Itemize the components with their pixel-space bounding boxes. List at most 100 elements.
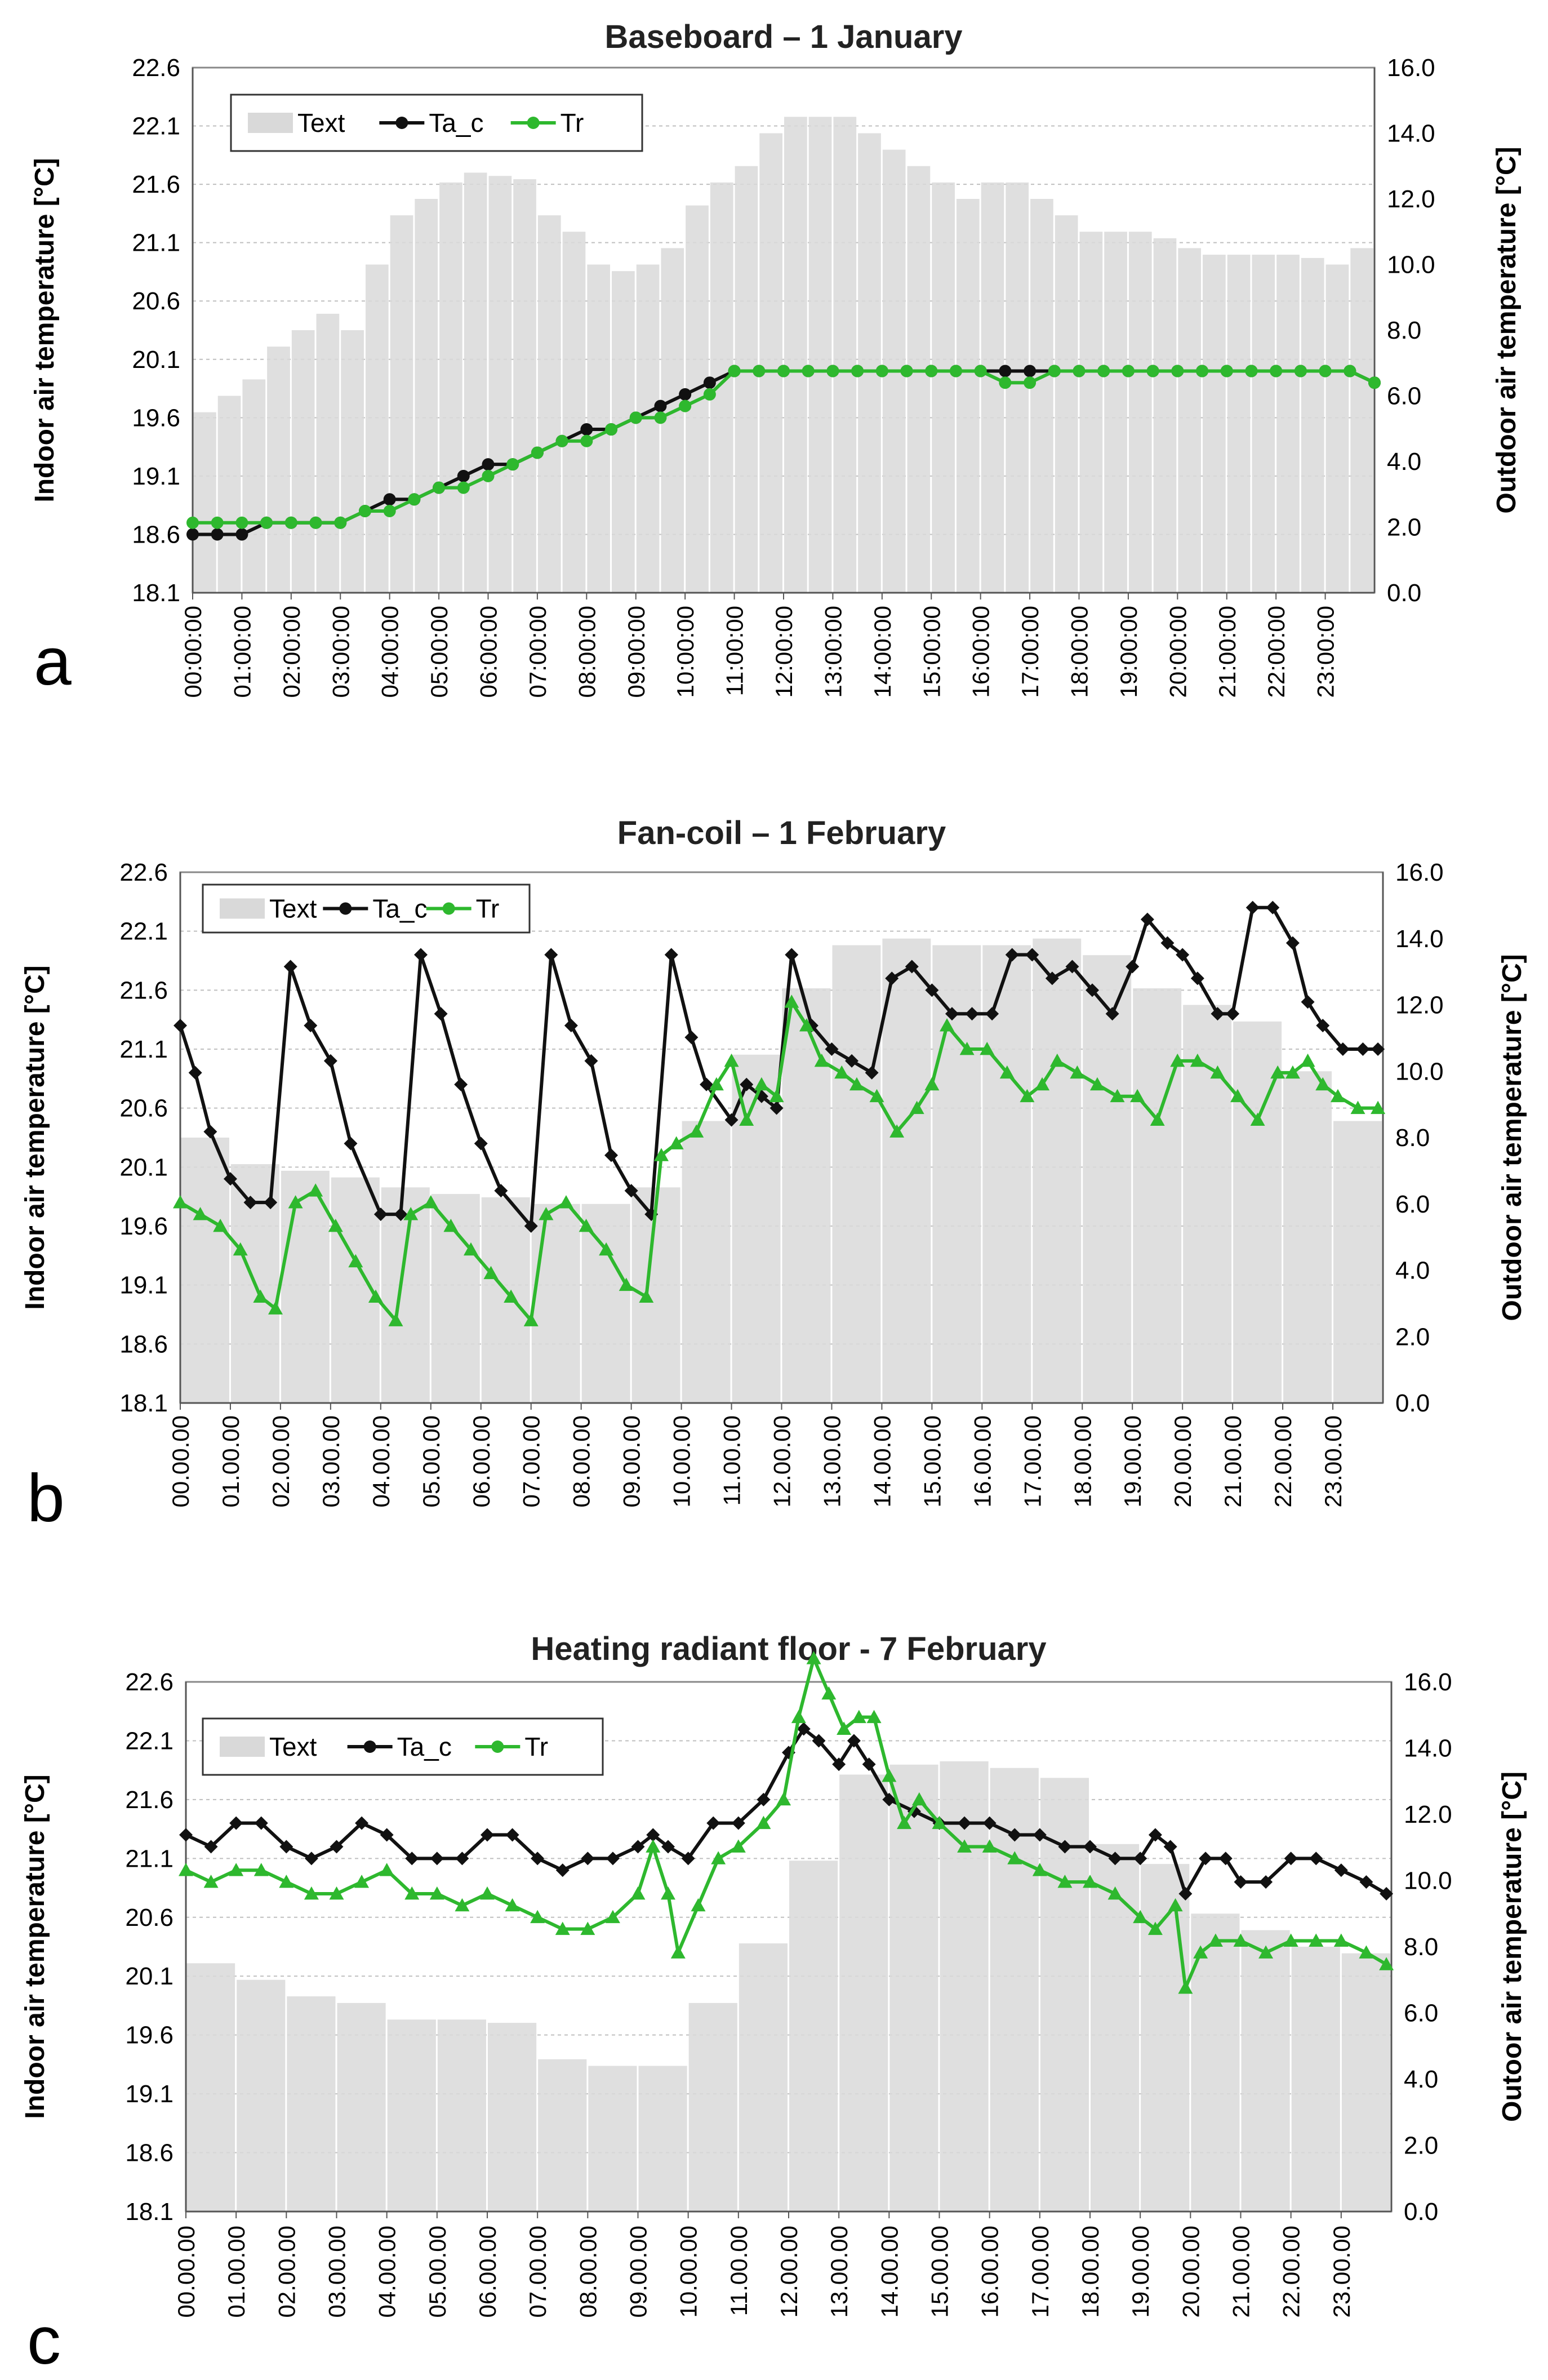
tr-point: [1122, 365, 1135, 378]
legend-label-text: Text: [269, 1732, 317, 1761]
tr-point: [1344, 365, 1356, 378]
ta-c-point: [832, 1757, 846, 1771]
tr-point: [334, 516, 347, 529]
ta-c-point: [564, 1019, 578, 1033]
tr-point: [260, 516, 273, 529]
ta-c-point: [304, 1851, 318, 1866]
legend-label-text: Text: [297, 108, 345, 137]
legend-box: [230, 94, 643, 152]
ta-c-point: [186, 528, 199, 541]
x-tick-label: 18:00:00: [1066, 606, 1093, 698]
text-bar: [1030, 199, 1053, 593]
ta-c-point: [925, 983, 939, 997]
ta-c-point: [740, 1077, 754, 1091]
y-tick-label: 21.1: [125, 1845, 174, 1872]
text-bar: [1252, 255, 1275, 593]
ta-c-point: [1380, 1887, 1394, 1901]
ta-c-point: [706, 1816, 720, 1830]
tr-point: [433, 481, 446, 494]
ta-c-point: [958, 1816, 972, 1830]
text-bar: [1341, 1953, 1390, 2212]
ta-c-point: [1133, 1851, 1147, 1866]
y2-tick-label: 2.0: [1387, 514, 1421, 541]
y2-tick-label: 10.0: [1404, 1867, 1452, 1895]
text-bar: [217, 396, 241, 593]
y-axis-label: Indoor air temperature [°C]: [20, 1774, 50, 2119]
ta-c-point: [383, 493, 396, 506]
tr-point: [423, 1195, 438, 1209]
tr-point: [328, 1219, 343, 1232]
text-bar: [1128, 232, 1152, 593]
text-bar: [631, 1187, 680, 1403]
x-tick-label: 17.00.00: [1027, 2226, 1053, 2318]
text-bar: [682, 1121, 731, 1403]
tr-point: [348, 1254, 363, 1268]
ta-c-point: [1025, 948, 1039, 962]
tr-point: [308, 1183, 323, 1197]
y2-axis-label: Outdoor air temperature [°C]: [1497, 954, 1527, 1321]
tr-point: [925, 365, 938, 378]
text-bar: [1079, 232, 1103, 593]
y2-tick-label: 14.0: [1387, 120, 1435, 148]
legend-label-tr: Tr: [524, 1732, 548, 1761]
tr-point: [1133, 1910, 1148, 1924]
ta-c-point: [494, 1184, 508, 1198]
tr-point: [1057, 1875, 1073, 1888]
text-bar: [181, 1138, 229, 1403]
text-bar: [437, 2019, 486, 2212]
ta-c-point: [1190, 971, 1204, 985]
x-tick-label: 14:00:00: [869, 606, 896, 698]
tr-point: [463, 1242, 478, 1256]
ta-c-point: [1336, 1042, 1350, 1056]
text-bar: [732, 1054, 781, 1403]
text-bar: [581, 1204, 630, 1403]
x-tick-label: 22.00.00: [1270, 1415, 1296, 1508]
ta-c-point: [664, 948, 678, 962]
tr-point: [555, 434, 568, 447]
text-bar: [488, 176, 512, 593]
ta-c-point: [1163, 1840, 1177, 1854]
legend-label-tr: Tr: [476, 894, 500, 923]
tr-point: [443, 1219, 459, 1232]
text-bar: [1291, 1947, 1340, 2212]
legend-marker-ta-c: [395, 117, 408, 129]
tr-point: [703, 388, 716, 401]
tr-point: [679, 399, 692, 412]
text-bar: [636, 264, 660, 593]
ta-c-point: [1301, 995, 1315, 1009]
tr-point: [980, 1042, 995, 1055]
tr-point: [940, 1018, 955, 1032]
tr-point: [1146, 365, 1159, 378]
tr-point: [539, 1207, 554, 1220]
text-bar: [1141, 1864, 1190, 2212]
x-tick-label: 12:00:00: [771, 606, 797, 698]
tr-point: [851, 1709, 866, 1724]
y-tick-label: 21.6: [119, 976, 168, 1004]
panel-c-letter: c: [27, 2303, 61, 2378]
tr-point: [777, 365, 790, 378]
ta-c-point: [1140, 912, 1154, 926]
x-tick-label: 04.00.00: [368, 1415, 394, 1508]
panel-b-fan-coil: b 18.1 18.6 19.1 19.6 20.1 20.6 21.1 21.6 22.1 22…: [20, 815, 1527, 1536]
ta-c-point: [1058, 1840, 1072, 1854]
text-bar: [1227, 255, 1251, 593]
ta-c-point: [482, 458, 495, 471]
x-tick-label: 18.00.00: [1069, 1415, 1096, 1508]
x-tick-label: 19.00.00: [1127, 2226, 1154, 2318]
tr-point: [580, 1921, 595, 1935]
tr-point: [1150, 1112, 1165, 1126]
ta-c-point: [454, 1077, 468, 1091]
x-tick-label: 08.00.00: [568, 1415, 595, 1508]
tr-point: [329, 1886, 344, 1900]
legend-marker-ta-c: [339, 902, 352, 915]
tr-point: [1089, 1077, 1105, 1091]
y-tick-label: 20.1: [125, 1962, 174, 1990]
tr-point: [691, 1898, 706, 1912]
tr-point: [1107, 1886, 1123, 1900]
y2-tick-label: 6.0: [1404, 2000, 1438, 2027]
chart-title: Heating radiant floor - 7 February: [531, 1631, 1046, 1667]
legend-swatch-text: [248, 113, 293, 133]
tr-point: [1110, 1089, 1125, 1103]
ta-c-point: [355, 1816, 369, 1830]
ta-c-point: [882, 1792, 896, 1806]
